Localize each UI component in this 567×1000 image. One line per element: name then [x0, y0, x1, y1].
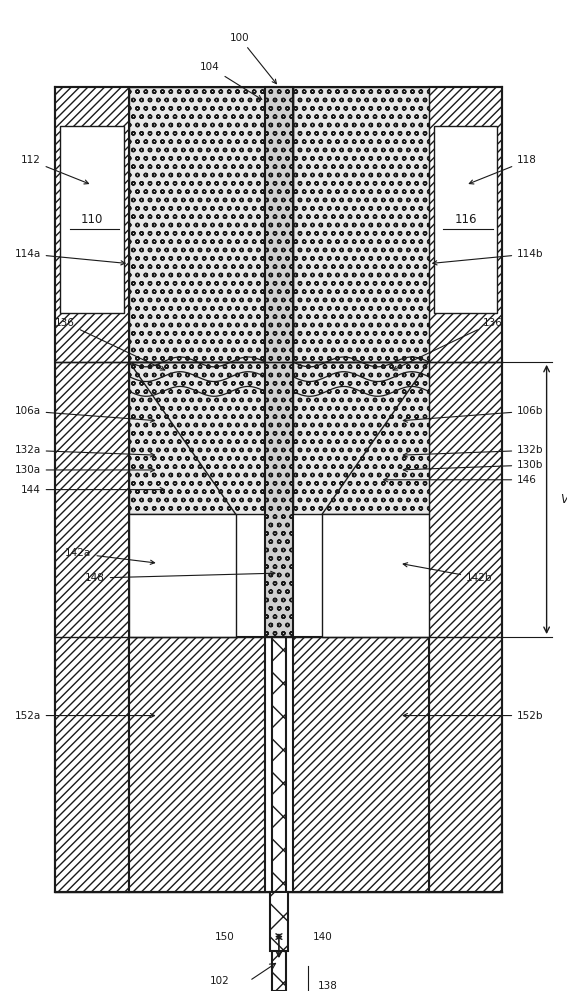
Bar [129, 637, 265, 892]
Bar [293, 87, 429, 362]
Text: 146: 146 [384, 475, 537, 485]
Text: 142a: 142a [65, 548, 155, 564]
Text: 140: 140 [313, 932, 333, 942]
Bar [129, 514, 236, 637]
Text: 100: 100 [230, 33, 276, 84]
Text: 116: 116 [454, 213, 477, 226]
Text: 110: 110 [81, 213, 103, 226]
Bar [322, 514, 429, 637]
Text: 114a: 114a [14, 249, 125, 265]
Text: 130a: 130a [15, 465, 155, 475]
Bar [293, 362, 429, 514]
Bar [60, 126, 124, 313]
Text: 106b: 106b [403, 406, 544, 422]
Text: 144: 144 [21, 485, 164, 495]
Bar [293, 637, 429, 892]
Text: 114b: 114b [433, 249, 544, 265]
Bar [265, 87, 293, 362]
Text: 142b: 142b [403, 563, 493, 583]
Bar [272, 637, 286, 991]
Text: 138: 138 [318, 981, 338, 991]
Text: 150: 150 [215, 932, 235, 942]
Bar [265, 87, 293, 637]
Text: 152b: 152b [403, 711, 544, 721]
Text: 104: 104 [200, 62, 262, 99]
Bar [56, 87, 129, 892]
Bar [129, 87, 265, 362]
Text: 136: 136 [393, 318, 502, 370]
Text: 102: 102 [210, 976, 230, 986]
Text: 106a: 106a [15, 406, 155, 422]
Text: 130b: 130b [403, 460, 544, 472]
Text: 132b: 132b [403, 445, 544, 457]
Text: V: V [560, 493, 567, 506]
Text: 118: 118 [469, 155, 537, 184]
Bar [270, 892, 288, 951]
Bar [129, 362, 265, 514]
Bar [434, 126, 497, 313]
Text: 148: 148 [85, 571, 275, 583]
Text: 152a: 152a [14, 711, 155, 721]
Text: 136: 136 [55, 318, 165, 370]
Text: 132a: 132a [14, 445, 155, 457]
Bar [429, 87, 502, 892]
Text: 112: 112 [21, 155, 88, 184]
